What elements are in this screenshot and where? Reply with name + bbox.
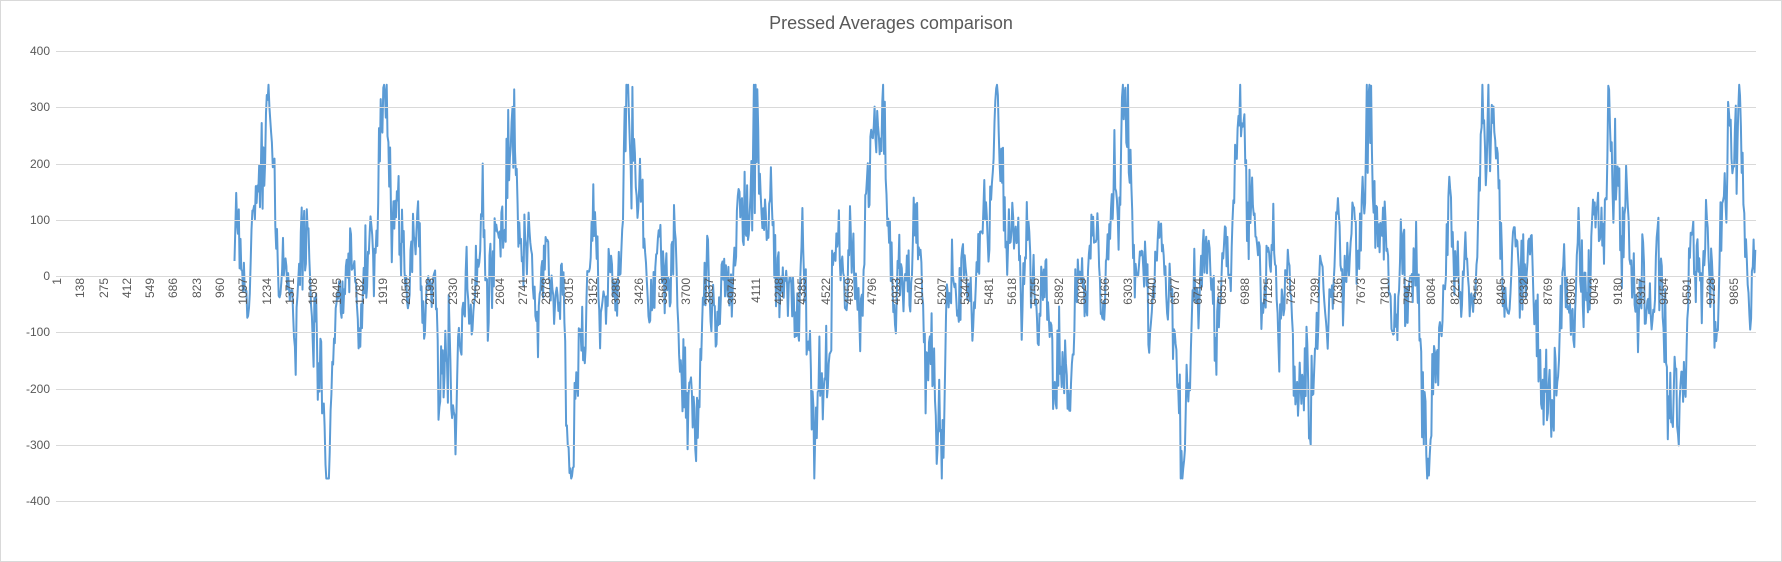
y-gridline	[56, 389, 1756, 390]
x-tick-label: 4111	[749, 278, 763, 303]
x-tick-label: 5892	[1052, 278, 1066, 305]
x-tick-label: 823	[190, 278, 204, 298]
x-tick-label: 2741	[516, 278, 530, 305]
x-tick-label: 3700	[679, 278, 693, 305]
x-tick-label: 6029	[1075, 278, 1089, 305]
y-gridline	[56, 164, 1756, 165]
x-tick-label: 9728	[1704, 278, 1718, 305]
x-tick-label: 8632	[1517, 278, 1531, 305]
x-tick-label: 5618	[1005, 278, 1019, 305]
y-gridline	[56, 220, 1756, 221]
x-tick-label: 1782	[353, 278, 367, 305]
x-tick-label: 8769	[1541, 278, 1555, 305]
x-tick-label: 5481	[982, 278, 996, 305]
x-tick-label: 5344	[958, 278, 972, 305]
x-tick-label: 2330	[446, 278, 460, 305]
x-tick-label: 1234	[260, 278, 274, 305]
x-tick-label: 7125	[1261, 278, 1275, 305]
x-tick-label: 138	[73, 278, 87, 298]
x-tick-label: 1	[50, 278, 64, 285]
x-tick-label: 3426	[632, 278, 646, 305]
x-tick-label: 1645	[330, 278, 344, 305]
x-tick-label: 4248	[772, 278, 786, 305]
y-tick-label: -200	[26, 382, 56, 396]
y-gridline	[56, 332, 1756, 333]
plot-area: -400-300-200-100010020030040011382754125…	[56, 51, 1756, 501]
x-tick-label: 9317	[1634, 278, 1648, 305]
y-gridline	[56, 51, 1756, 52]
x-tick-label: 3015	[562, 278, 576, 305]
x-tick-label: 5070	[912, 278, 926, 305]
x-tick-label: 2604	[493, 278, 507, 305]
x-tick-label: 6988	[1238, 278, 1252, 305]
x-tick-label: 2193	[423, 278, 437, 305]
y-gridline	[56, 445, 1756, 446]
x-tick-label: 7947	[1401, 278, 1415, 305]
x-tick-label: 9865	[1727, 278, 1741, 305]
x-tick-label: 6714	[1191, 278, 1205, 305]
x-tick-label: 6303	[1121, 278, 1135, 305]
y-tick-label: -400	[26, 494, 56, 508]
x-tick-label: 1371	[283, 278, 297, 305]
x-tick-label: 275	[97, 278, 111, 298]
x-tick-label: 8906	[1564, 278, 1578, 305]
x-tick-label: 3152	[586, 278, 600, 305]
x-tick-label: 6166	[1098, 278, 1112, 305]
x-tick-label: 8358	[1471, 278, 1485, 305]
x-tick-label: 9043	[1587, 278, 1601, 305]
x-tick-label: 7810	[1378, 278, 1392, 305]
x-tick-label: 549	[143, 278, 157, 298]
x-tick-label: 9591	[1680, 278, 1694, 305]
x-tick-label: 7262	[1284, 278, 1298, 305]
y-tick-label: 200	[30, 157, 56, 171]
x-tick-label: 4933	[889, 278, 903, 305]
x-tick-label: 8495	[1494, 278, 1508, 305]
x-tick-label: 6851	[1215, 278, 1229, 305]
x-tick-label: 2878	[539, 278, 553, 305]
x-tick-label: 4659	[842, 278, 856, 305]
y-tick-label: -300	[26, 438, 56, 452]
x-tick-label: 6577	[1168, 278, 1182, 305]
x-tick-label: 3974	[725, 278, 739, 305]
x-tick-label: 2056	[399, 278, 413, 305]
x-tick-label: 7673	[1354, 278, 1368, 305]
y-tick-label: 400	[30, 44, 56, 58]
x-tick-label: 8084	[1424, 278, 1438, 305]
x-tick-label: 9180	[1611, 278, 1625, 305]
x-tick-label: 686	[166, 278, 180, 298]
x-tick-label: 2467	[469, 278, 483, 305]
y-tick-label: 300	[30, 100, 56, 114]
x-tick-label: 1097	[236, 278, 250, 305]
chart-container: Pressed Averages comparison -400 -300 -200…	[0, 0, 1782, 562]
x-tick-label: 6440	[1145, 278, 1159, 305]
x-tick-label: 412	[120, 278, 134, 298]
x-tick-label: 3837	[702, 278, 716, 305]
x-tick-label: 3563	[656, 278, 670, 305]
x-tick-label: 7536	[1331, 278, 1345, 305]
y-tick-label: -100	[26, 325, 56, 339]
x-tick-label: 8221	[1448, 278, 1462, 305]
x-tick-label: 9454	[1657, 278, 1671, 305]
x-tick-label: 3289	[609, 278, 623, 305]
y-gridline	[56, 501, 1756, 502]
x-tick-label: 4796	[865, 278, 879, 305]
chart-title: Pressed Averages comparison	[1, 13, 1781, 34]
x-tick-label: 4522	[819, 278, 833, 305]
x-tick-label: 960	[213, 278, 227, 298]
x-tick-label: 5755	[1028, 278, 1042, 305]
x-tick-label: 7399	[1308, 278, 1322, 305]
y-gridline	[56, 107, 1756, 108]
x-tick-label: 4385	[795, 278, 809, 305]
x-tick-label: 5207	[935, 278, 949, 305]
x-tick-label: 1919	[376, 278, 390, 305]
y-tick-label: 100	[30, 213, 56, 227]
x-tick-label: 1508	[306, 278, 320, 305]
